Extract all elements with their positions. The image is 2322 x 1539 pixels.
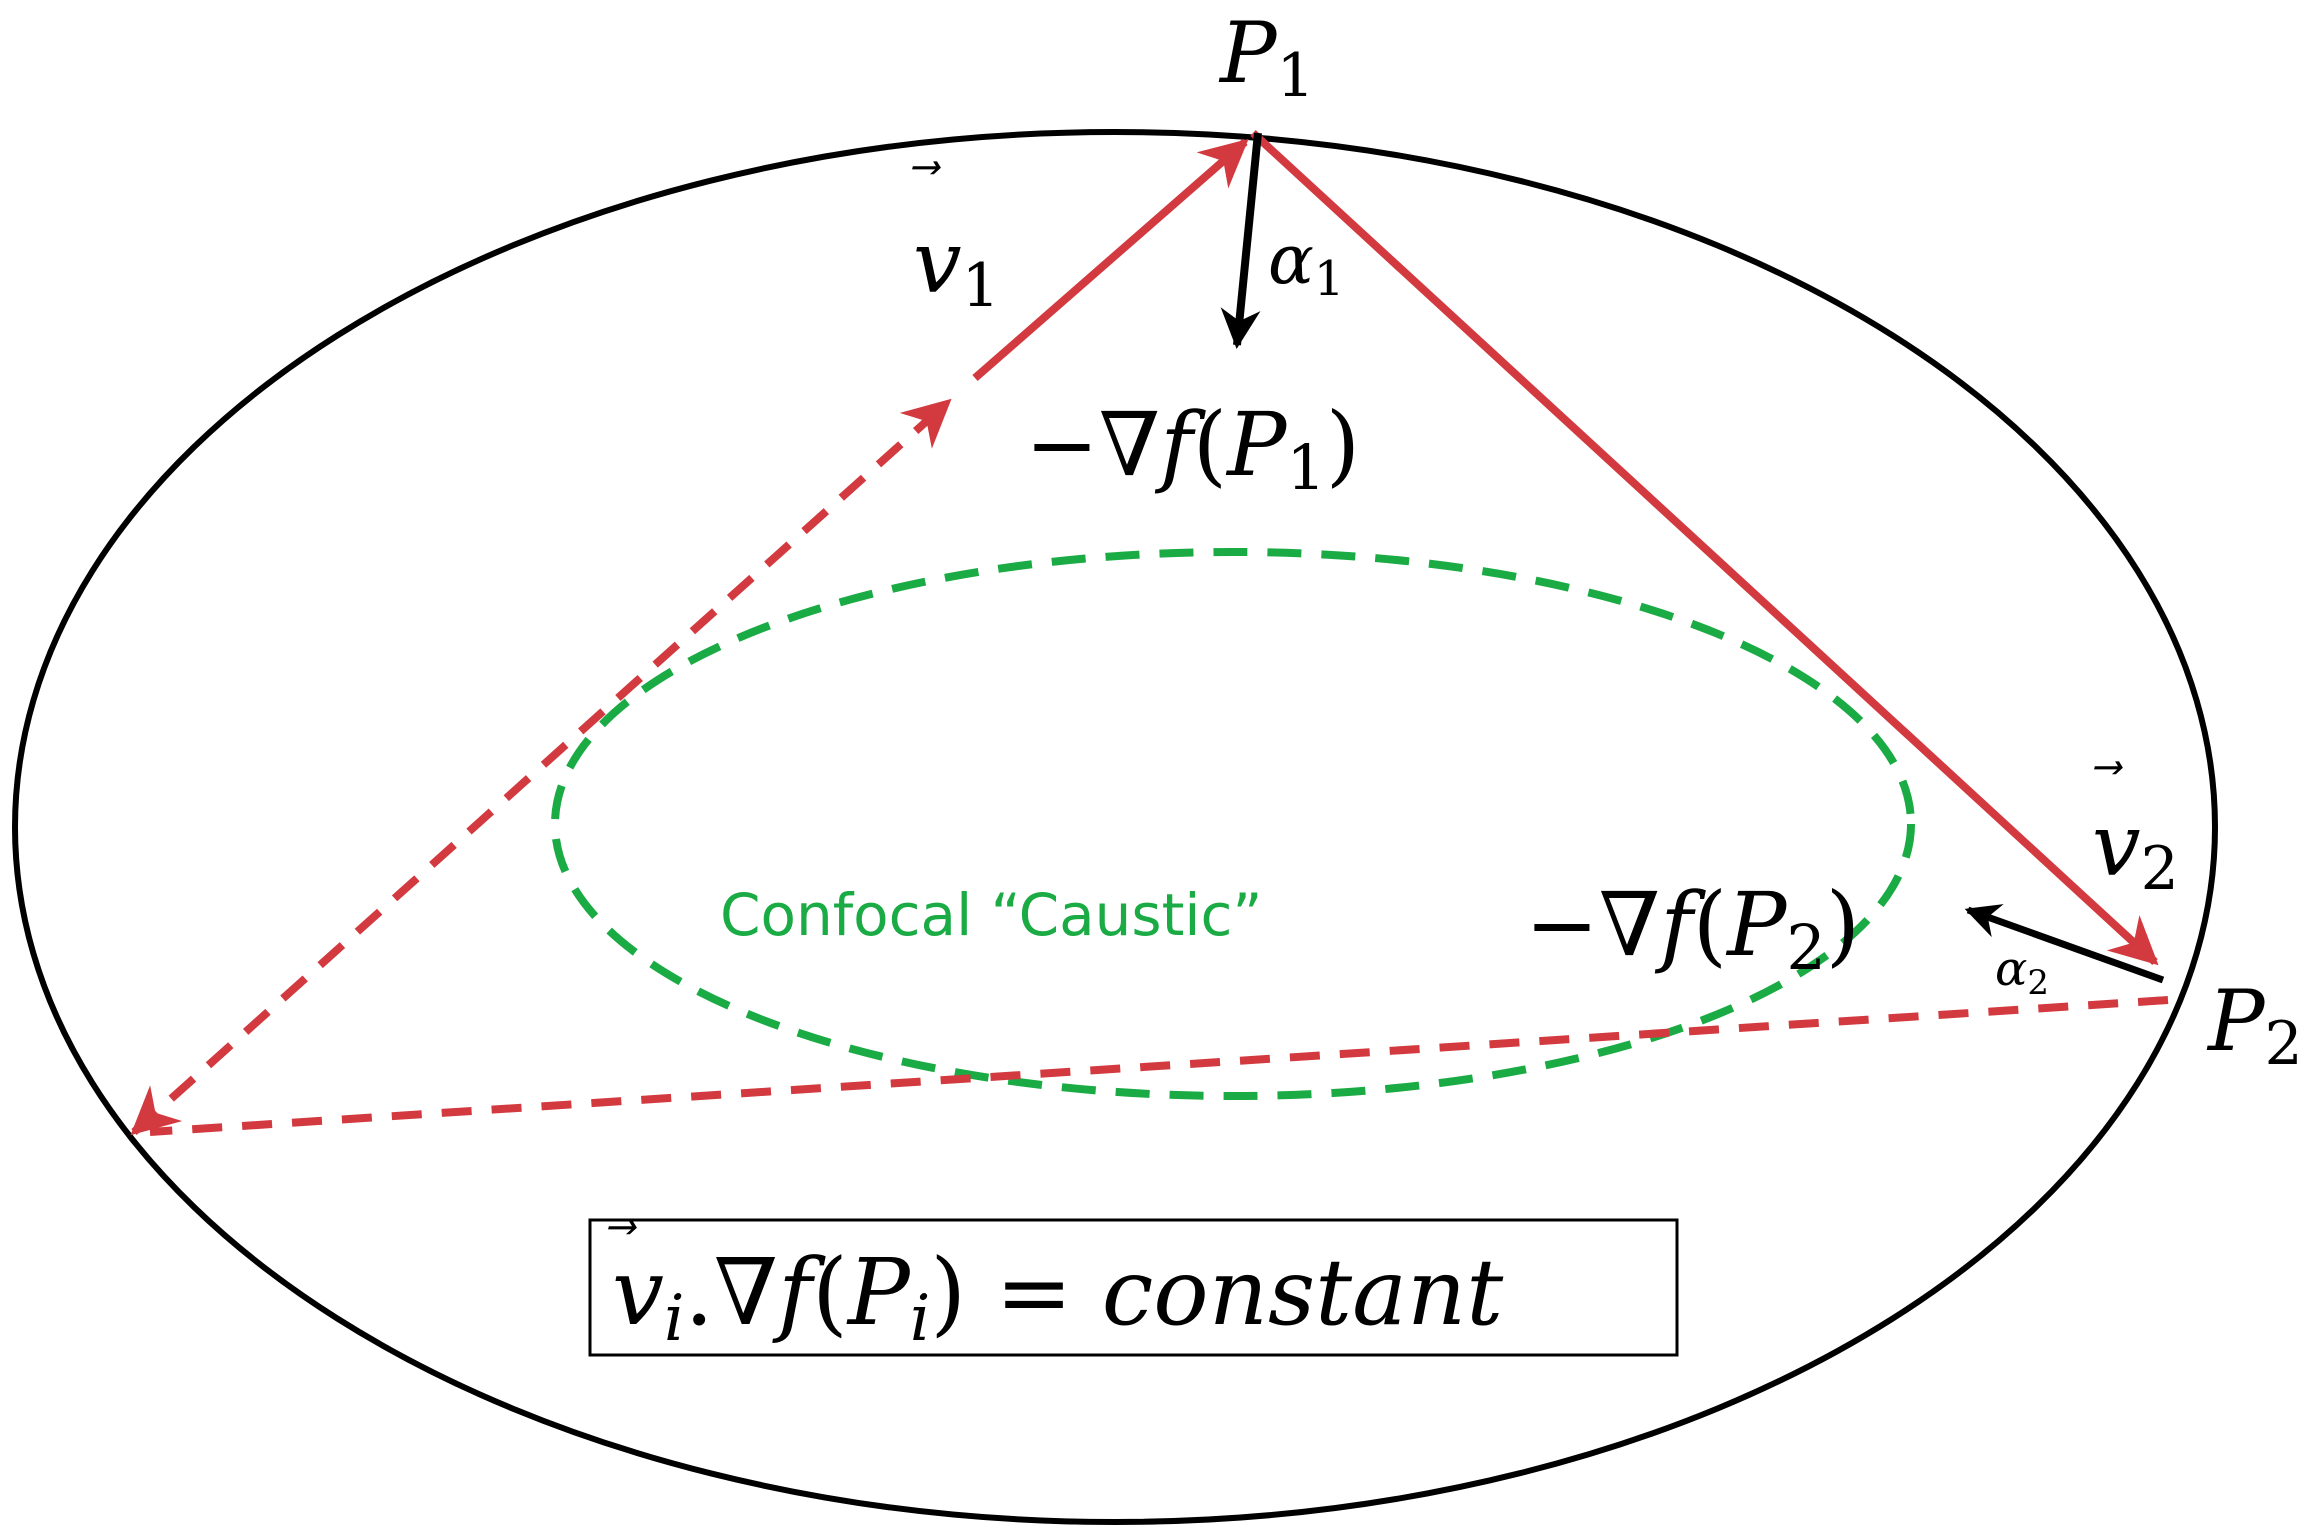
svg-text:v1: v1 [913,213,1000,321]
formula: ⃗ vi.∇f(Pi) = constant [608,1221,1504,1356]
label-v1: ⃗ v1 [912,161,1000,321]
svg-text:v2: v2 [2092,796,2179,904]
gradient-arrow-p1 [1220,132,1262,349]
trajectory-dashed-bottom [149,996,2169,1136]
svg-text:⃗: ⃗ [2094,761,2123,775]
label-v2: ⃗ v2 [2092,761,2179,904]
trajectory-dashed-left [130,398,952,1136]
caustic-label: Confocal “Caustic” [720,881,1262,949]
trajectory-segment-v1 [972,138,1249,382]
svg-text:vi.∇f(Pi) = constant: vi.∇f(Pi) = constant [612,1239,1504,1356]
gradient-arrow-p2 [1964,904,2165,984]
label-alpha2: α2 [1995,941,2049,1003]
ellipse-boundary [12,129,2218,1525]
formula-box [588,1218,1679,1357]
label-grad-p2: −∇f(P2) [1525,873,1860,984]
confocal-caustic [551,548,1915,1100]
svg-text:⃗: ⃗ [912,161,941,175]
trajectory-segment-p1-p2 [1250,130,2159,966]
label-grad-p1: −∇f(P1) [1025,393,1360,504]
label-p1: P1 [1218,4,1315,111]
label-alpha1: α1 [1268,221,1344,307]
label-p2: P2 [2206,972,2303,1079]
